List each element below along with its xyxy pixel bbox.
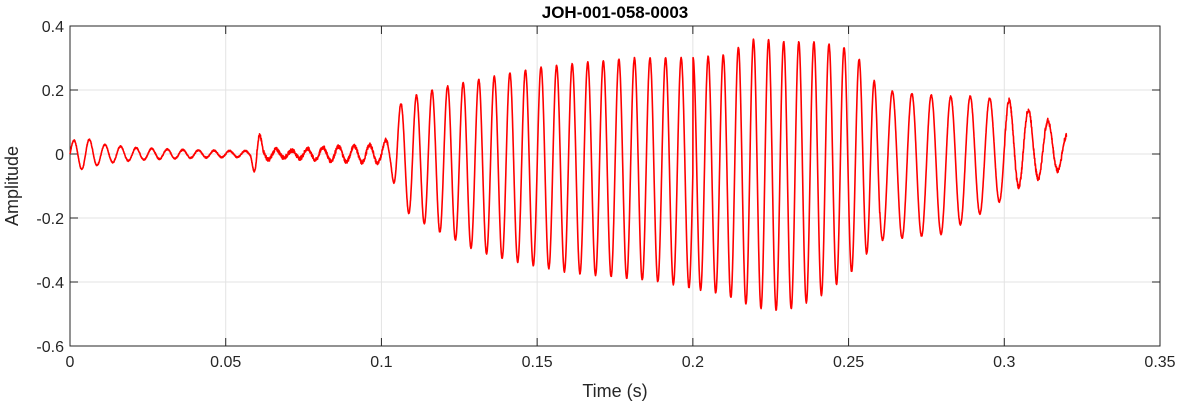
axis-ticks: 0 0.05 0.1 0.15 0.2 0.25 0.3 0.35 -0.6 -0.4 -0.2 0 0… [36, 19, 1175, 371]
x-tick-label: 0 [66, 354, 75, 371]
y-tick-label: -0.4 [36, 275, 64, 292]
x-tick-label: 0.35 [1144, 354, 1175, 371]
series-line [69, 38, 1068, 311]
y-tick-label: 0.4 [42, 19, 64, 36]
y-tick-label: 0.2 [42, 83, 64, 100]
x-tick-label: 0.25 [833, 354, 864, 371]
x-tick-label: 0.15 [522, 354, 553, 371]
x-tick-label: 0.05 [210, 354, 241, 371]
y-tick-label: -0.6 [36, 339, 64, 356]
x-tick-label: 0.1 [370, 354, 392, 371]
y-tick-label: 0 [55, 147, 64, 164]
x-axis-label: Time (s) [582, 381, 647, 401]
chart-title: JOH-001-058-0003 [542, 3, 688, 22]
plot-frame [69, 25, 1161, 347]
y-tick-label: -0.2 [36, 211, 64, 228]
y-axis-label: Amplitude [2, 146, 22, 226]
x-tick-label: 0.3 [993, 354, 1015, 371]
x-tick-label: 0.2 [682, 354, 704, 371]
